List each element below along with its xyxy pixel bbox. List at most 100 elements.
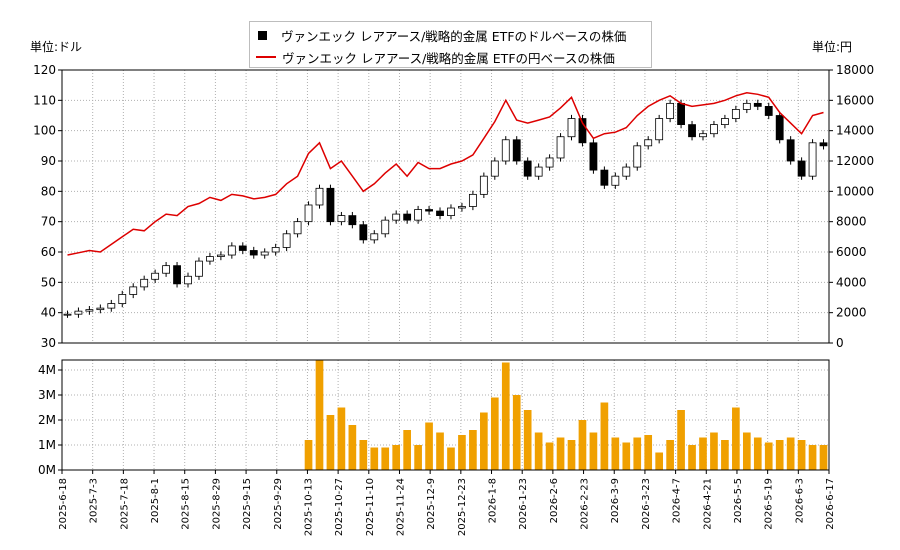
candle-body — [819, 142, 828, 147]
volume-bar — [370, 447, 379, 470]
yen-tick-label: 0 — [836, 336, 844, 350]
yen-tick-label: 16000 — [836, 93, 874, 107]
price-tick-label: 60 — [41, 245, 56, 259]
candle-body — [348, 215, 357, 226]
candle-body — [315, 187, 324, 206]
volume-bar — [710, 432, 718, 470]
x-tick-label: 2026-2-6 — [549, 478, 560, 523]
x-tick-label: 2026-5-19 — [764, 478, 775, 530]
volume-bar — [699, 437, 707, 470]
x-tick-label: 2026-6-17 — [825, 478, 836, 530]
candle-body — [775, 115, 784, 141]
volume-plot-frame — [61, 359, 830, 471]
volume-tick-label: 1M — [38, 438, 56, 452]
x-tick-label: 2025-7-3 — [89, 478, 100, 523]
volume-bar — [753, 437, 762, 470]
candle-body — [162, 265, 170, 274]
candle-body — [490, 160, 499, 177]
volume-bar — [545, 442, 554, 470]
candle-body — [206, 256, 214, 262]
candle-body — [556, 136, 565, 159]
volume-bar — [447, 447, 455, 470]
candle-body — [118, 294, 127, 304]
candle-body — [808, 142, 817, 177]
price-tick-label: 100 — [33, 124, 56, 138]
volume-bar — [315, 360, 324, 470]
candle-body — [216, 254, 225, 257]
x-tick-label: 2026-5-5 — [733, 478, 744, 523]
left-axis-unit: 単位:ドル — [30, 40, 83, 54]
volume-bar — [534, 432, 543, 470]
candle-body — [468, 193, 477, 207]
candle-body — [260, 251, 269, 256]
yen-tick-label: 4000 — [836, 275, 867, 289]
volume-bar — [688, 445, 696, 470]
legend: ヴァンエック レアアース/戦略的金属 ETFのドルベースの株価 ヴァンエック レ… — [249, 21, 652, 68]
candle-body — [129, 286, 138, 295]
volume-bar — [677, 410, 685, 470]
volume-bar — [501, 362, 510, 470]
price-tick-label: 90 — [41, 154, 56, 168]
volume-bar — [633, 437, 642, 470]
candle-body — [633, 145, 642, 168]
x-tick-label: 2025-12-23 — [457, 478, 468, 536]
candle-body — [436, 210, 444, 217]
right-axis-unit: 単位:円 — [811, 40, 852, 54]
price-tick-label: 110 — [33, 93, 56, 107]
volume-bar — [304, 440, 313, 470]
candle-body — [578, 118, 587, 144]
price-tick-label: 30 — [41, 336, 56, 350]
price-tick-label: 50 — [41, 275, 56, 289]
x-tick-label: 2026-3-9 — [610, 478, 621, 523]
legend-label-jpy: ヴァンエック レアアース/戦略的金属 ETFの円ベースの株価 — [282, 50, 615, 66]
candle-body — [753, 102, 762, 107]
candle-body — [326, 187, 335, 223]
candle-body — [414, 209, 423, 221]
candle-body — [512, 139, 521, 162]
candle-body — [151, 272, 160, 280]
candle-body — [85, 309, 94, 312]
yen-tick-label: 6000 — [836, 245, 867, 259]
yen-tick-label: 12000 — [836, 154, 874, 168]
yen-tick-label: 14000 — [836, 124, 874, 138]
volume-bar — [622, 442, 631, 470]
volume-bar — [392, 445, 401, 470]
x-tick-label: 2025-10-27 — [334, 478, 345, 536]
candle-body — [184, 275, 192, 285]
x-tick-label: 2026-2-23 — [580, 478, 591, 530]
x-tick-label: 2026-4-7 — [672, 478, 683, 523]
legend-item-usd: ヴァンエック レアアース/戦略的金属 ETFのドルベースの株価 — [256, 25, 626, 45]
volume-bar — [819, 445, 828, 470]
candle-body — [523, 160, 532, 177]
volume-tick-label: 0M — [38, 463, 56, 477]
x-tick-label: 2025-9-29 — [273, 478, 284, 530]
yen-tick-label: 18000 — [836, 63, 874, 77]
x-tick-label: 2025-12-9 — [426, 478, 437, 530]
volume-bar — [523, 410, 532, 470]
volume-tick-label: 3M — [38, 388, 56, 402]
legend-label-usd: ヴァンエック レアアース/戦略的金属 ETFのドルベースの株価 — [281, 28, 627, 44]
volume-tick-label: 4M — [38, 363, 56, 377]
candle-body — [140, 278, 149, 288]
x-tick-label: 2026-1-8 — [488, 478, 499, 523]
candle-body — [370, 233, 379, 241]
candle-body — [731, 109, 740, 119]
candle-body — [107, 303, 116, 309]
candle-body — [797, 160, 806, 177]
volume-bar — [775, 440, 784, 470]
candle-body — [227, 245, 236, 256]
candle-body — [447, 207, 455, 216]
candle-body — [479, 175, 488, 195]
volume-bar — [578, 420, 587, 470]
x-tick-label: 2025-6-18 — [58, 478, 69, 530]
candle-body — [173, 265, 181, 285]
volume-bar — [490, 397, 499, 470]
volume-bar — [742, 432, 751, 470]
volume-bar — [666, 440, 674, 470]
candle-body — [589, 142, 598, 171]
x-tick-label: 2025-8-15 — [181, 478, 192, 530]
candle-body — [655, 118, 664, 141]
x-tick-label: 2025-9-15 — [242, 478, 253, 530]
candlestick-swatch-icon — [258, 30, 267, 40]
candle-body — [425, 209, 433, 212]
